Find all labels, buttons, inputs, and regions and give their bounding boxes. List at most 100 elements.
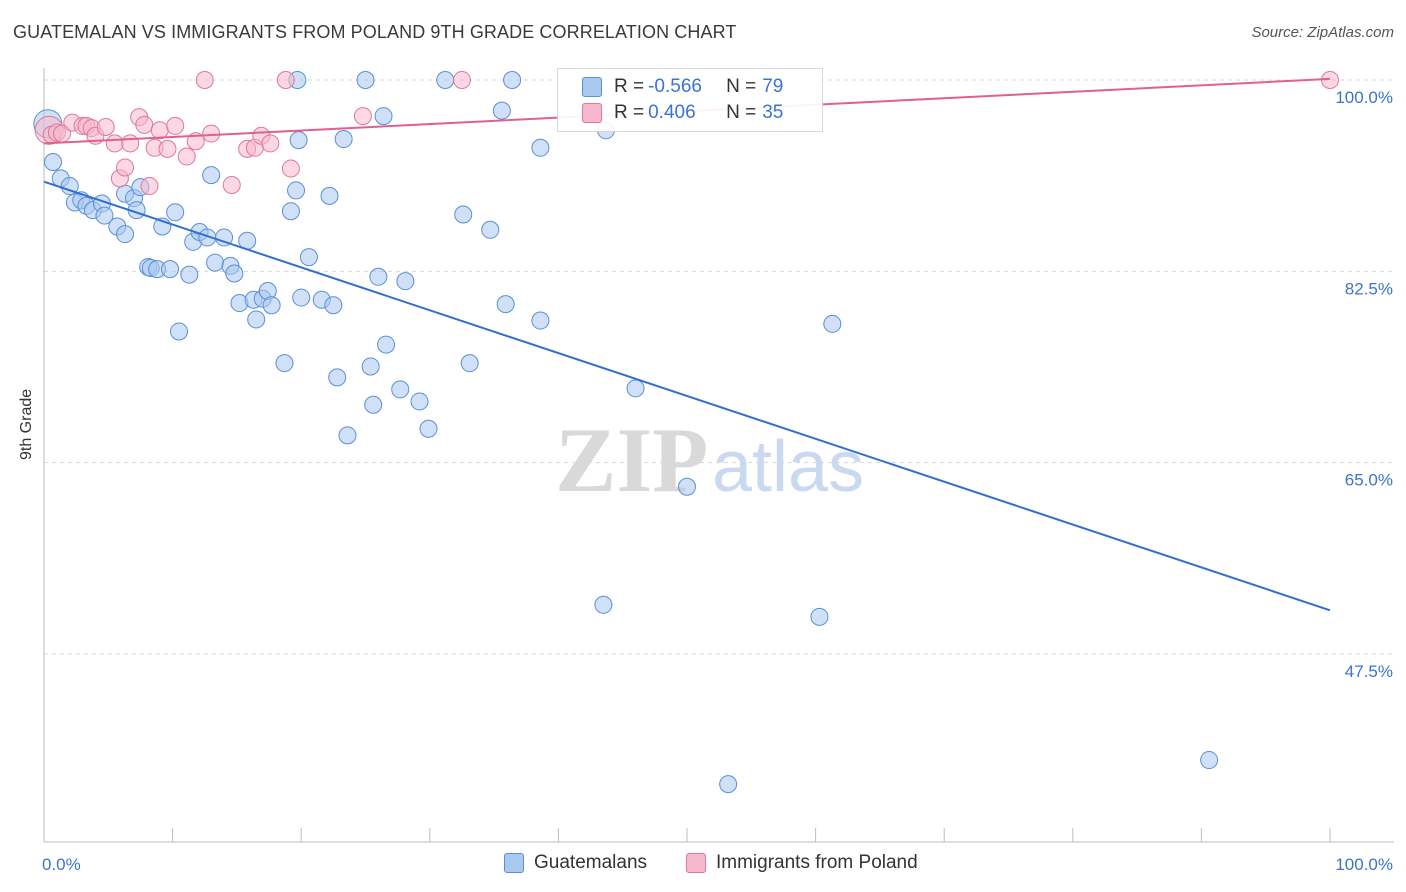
legend-swatch-guatemalans (504, 853, 524, 873)
r-label: R = (614, 102, 645, 123)
point-guatemalans (374, 107, 393, 126)
point-guatemalans (334, 130, 353, 149)
point-guatemalans (281, 202, 300, 221)
trend-lines (43, 77, 1331, 612)
point-guatemalans (170, 322, 189, 341)
point-poland (105, 134, 124, 153)
legend-row-poland: R = 0.406 N = 35 (582, 101, 783, 125)
series-legend: Guatemalans Immigrants from Poland (0, 852, 1406, 878)
point-guatemalans (503, 71, 522, 89)
legend-swatch-guatemalans (582, 77, 602, 97)
point-guatemalans (454, 205, 473, 224)
point-poland (166, 116, 185, 135)
point-guatemalans (324, 296, 343, 315)
point-guatemalans (262, 296, 281, 315)
point-guatemalans (496, 295, 515, 314)
legend-row-guatemalans: R = -0.566 N = 79 (582, 75, 783, 99)
point-poland (222, 175, 241, 194)
point-guatemalans (161, 260, 180, 279)
point-guatemalans (678, 477, 696, 496)
n-value: 35 (762, 102, 784, 123)
tick-labels: 100.0% 82.5% 65.0% 47.5% 0.0% 100.0% (42, 88, 1393, 874)
watermark-atlas: atlas (712, 427, 864, 507)
point-guatemalans (823, 314, 842, 333)
point-guatemalans (320, 186, 339, 205)
point-guatemalans (356, 71, 375, 89)
point-guatemalans (95, 206, 114, 225)
point-guatemalans (166, 203, 185, 222)
point-guatemalans (391, 380, 410, 399)
point-poland (96, 118, 115, 137)
r-value: 0.406 (648, 102, 696, 123)
point-poland (158, 139, 177, 158)
legend-item-guatemalans[interactable]: Guatemalans (504, 852, 647, 874)
grid-lines (44, 79, 1394, 655)
point-guatemalans (180, 265, 199, 284)
point-guatemalans (338, 426, 357, 445)
point-poland (353, 107, 372, 126)
point-poland (135, 115, 154, 134)
legend-label-guatemalans: Guatemalans (534, 852, 648, 873)
axes (43, 68, 1394, 843)
n-value: 79 (762, 76, 784, 97)
data-points (33, 71, 1339, 794)
point-poland (177, 147, 196, 166)
point-poland (140, 177, 159, 196)
y-tick-label: 65.0% (1345, 471, 1393, 490)
y-tick-label: 100.0% (1335, 88, 1393, 107)
y-tick-label: 82.5% (1345, 279, 1393, 298)
n-label: N = (726, 102, 757, 123)
point-guatemalans (116, 225, 135, 244)
point-guatemalans (225, 264, 244, 283)
point-guatemalans (436, 71, 455, 89)
point-guatemalans (247, 310, 266, 329)
point-poland (281, 159, 300, 178)
stats-legend: R = -0.566 N = 79 R = 0.406 N = 35 (557, 68, 823, 132)
point-guatemalans (531, 311, 550, 330)
n-label: N = (726, 76, 757, 97)
point-guatemalans (364, 395, 383, 414)
legend-item-poland[interactable]: Immigrants from Poland (686, 852, 918, 874)
legend-label-poland: Immigrants from Poland (716, 852, 918, 873)
y-tick-label: 47.5% (1345, 662, 1393, 681)
point-guatemalans (289, 131, 308, 150)
point-guatemalans (369, 267, 388, 286)
r-value: -0.566 (648, 76, 702, 97)
point-guatemalans (377, 335, 396, 354)
source-label: Source: ZipAtlas.com (1251, 24, 1394, 41)
r-label: R = (614, 76, 645, 97)
point-guatemalans (299, 248, 318, 267)
point-poland (150, 121, 169, 140)
point-guatemalans (202, 166, 221, 185)
point-guatemalans (594, 595, 613, 614)
point-guatemalans (44, 153, 63, 171)
point-guatemalans (206, 253, 225, 272)
point-poland (261, 134, 280, 153)
point-poland (202, 124, 221, 143)
point-guatemalans (60, 177, 79, 196)
trend-line-guatemalans (43, 180, 1331, 612)
point-guatemalans (810, 607, 829, 626)
point-poland (452, 71, 471, 89)
point-poland (276, 71, 295, 89)
point-guatemalans (531, 138, 550, 157)
point-guatemalans (275, 354, 294, 373)
point-poland (195, 71, 214, 89)
legend-swatch-poland (582, 103, 602, 123)
point-guatemalans (719, 775, 738, 794)
point-guatemalans (1200, 751, 1219, 770)
legend-swatch-poland (686, 853, 706, 873)
point-guatemalans (292, 288, 311, 307)
point-guatemalans (626, 379, 645, 398)
point-guatemalans (396, 272, 415, 291)
point-guatemalans (410, 392, 429, 411)
point-guatemalans (481, 220, 500, 239)
point-guatemalans (361, 357, 380, 376)
watermark-zip: ZIP (555, 409, 708, 511)
point-guatemalans (492, 101, 511, 120)
point-guatemalans (419, 419, 438, 438)
point-guatemalans (287, 181, 306, 200)
x-tick-label: 0.0% (42, 855, 81, 874)
x-tick-label: 100.0% (1335, 855, 1393, 874)
